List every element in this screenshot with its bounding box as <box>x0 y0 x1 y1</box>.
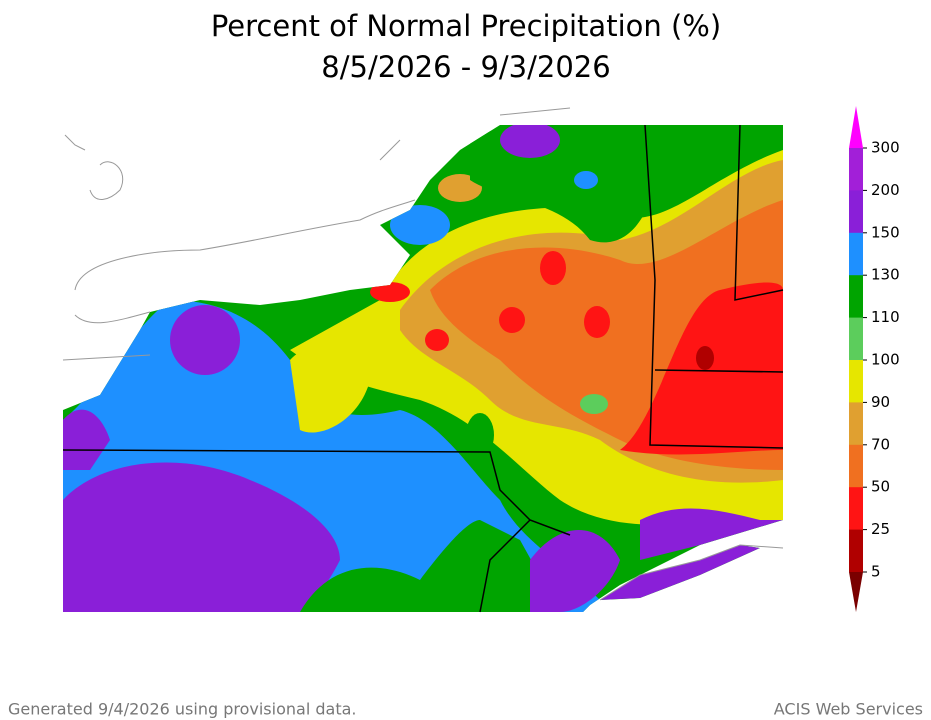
legend-label: 25 <box>871 520 890 538</box>
subtitle: 8/5/2026 - 9/3/2026 <box>321 50 610 84</box>
legend-swatch <box>849 487 863 531</box>
legend-bottom-arrow <box>849 572 863 612</box>
legend-label: 150 <box>871 223 900 241</box>
coastlines <box>62 107 784 601</box>
legend-top-arrow <box>849 106 863 148</box>
legend-swatch <box>849 190 863 234</box>
legend-label: 90 <box>871 393 890 411</box>
legend-label: 110 <box>871 308 900 326</box>
state-borders <box>62 124 784 613</box>
legend-label: 70 <box>871 435 890 453</box>
legend: 300 200 150 130 110 100 90 70 50 25 5 <box>849 106 900 612</box>
legend-label: 5 <box>871 563 881 581</box>
title: Percent of Normal Precipitation (%) <box>211 9 721 43</box>
footer-left: Generated 9/4/2026 using provisional dat… <box>8 700 356 719</box>
legend-label: 50 <box>871 478 890 496</box>
legend-swatch <box>849 232 863 276</box>
precip-field <box>63 125 783 612</box>
legend-swatch <box>849 317 863 361</box>
legend-label: 200 <box>871 181 900 199</box>
legend-label: 100 <box>871 351 900 369</box>
legend-swatch <box>849 275 863 319</box>
legend-swatch <box>849 444 863 488</box>
legend-swatch <box>849 529 863 573</box>
legend-swatch <box>849 360 863 403</box>
legend-label: 300 <box>871 139 900 157</box>
footer-right: ACIS Web Services <box>774 700 923 719</box>
legend-label: 130 <box>871 266 900 284</box>
legend-swatch <box>849 402 863 446</box>
legend-swatch <box>849 148 863 191</box>
